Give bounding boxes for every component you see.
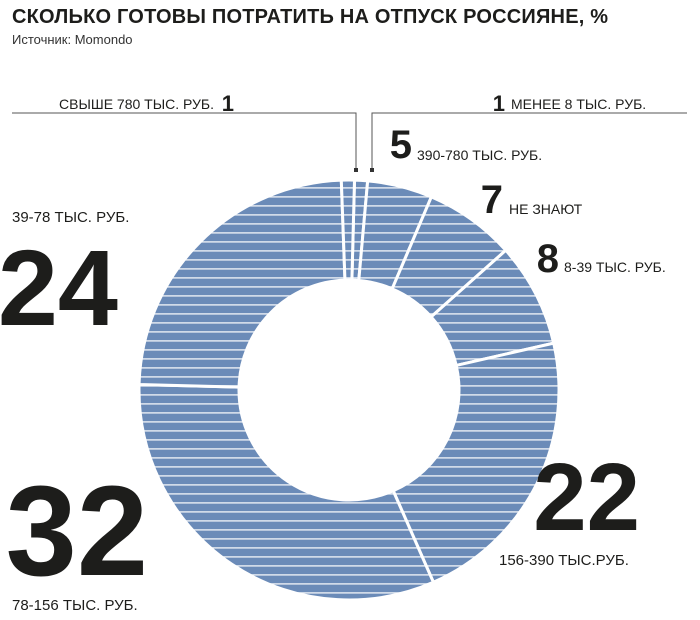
slice-label-6: 78-156 ТЫС. РУБ. (12, 597, 138, 614)
slice-value-5: 22 (533, 444, 640, 551)
chart-source: Источник: Momondo (12, 32, 133, 47)
slice-label-1: МЕНЕЕ 8 ТЫС. РУБ. (511, 96, 646, 112)
slice-label-5: 156-390 ТЫС.РУБ. (499, 552, 629, 569)
chart-title: СКОЛЬКО ГОТОВЫ ПОТРАТИТЬ НА ОТПУСК РОССИ… (12, 6, 609, 28)
slice-value-3: 7 (481, 178, 503, 222)
slices-group (137, 178, 561, 602)
slice-5 (391, 341, 561, 585)
slice-6 (137, 382, 436, 602)
slice-value-8: 1 (222, 91, 234, 116)
slice-label-3: НЕ ЗНАЮТ (509, 201, 583, 217)
slice-7 (137, 178, 347, 389)
leader-dot-8 (354, 168, 358, 172)
slice-value-6: 32 (6, 460, 148, 603)
labels-group: 1 МЕНЕЕ 8 ТЫС. РУБ. 5 390-780 ТЫС. РУБ. 7 НЕ … (0, 91, 687, 614)
leader-dot-1 (370, 168, 374, 172)
slice-label-7: 39-78 ТЫС. РУБ. (12, 209, 129, 226)
leader-line-8 (12, 112, 357, 170)
slice-value-7: 24 (0, 227, 118, 348)
leader-line-1 (371, 112, 687, 170)
slice-label-2: 390-780 ТЫС. РУБ. (417, 147, 542, 163)
slice-label-4: 8-39 ТЫС. РУБ. (564, 259, 666, 275)
slice-value-1: 1 (493, 91, 505, 116)
slice-value-4: 8 (537, 237, 559, 281)
slice-8 (339, 178, 357, 282)
slice-value-2: 5 (390, 123, 412, 167)
slice-label-8: СВЫШЕ 780 ТЫС. РУБ. (59, 96, 214, 112)
